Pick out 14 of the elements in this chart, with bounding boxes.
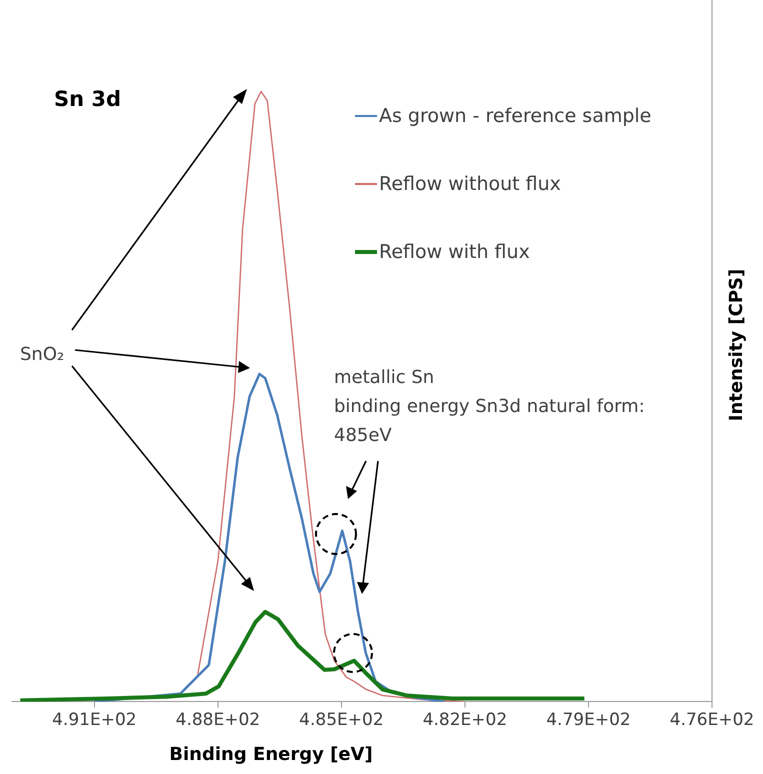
chart-title: Sn 3d (54, 87, 122, 111)
x-tick-label: 4.91E+02 (52, 710, 137, 730)
x-tick-label: 4.79E+02 (546, 710, 631, 730)
y-axis-title: Intensity [CPS] (726, 268, 747, 422)
x-tick-label: 4.85E+02 (299, 710, 384, 730)
legend-label: Reflow with flux (379, 241, 530, 263)
annotation: metallic Sn binding energy Sn3d natural form: 485eV (334, 367, 645, 446)
legend-label: As grown - reference sample (379, 105, 652, 127)
x-axis-title: Binding Energy [eV] (169, 744, 373, 765)
x-tick-label: 4.76E+02 (670, 710, 754, 730)
x-tick-label: 4.88E+02 (176, 710, 260, 730)
annotation: SnO₂ (20, 344, 64, 365)
x-tick-label: 4.82E+02 (422, 710, 508, 730)
legend-label: Reflow without flux (379, 173, 561, 195)
